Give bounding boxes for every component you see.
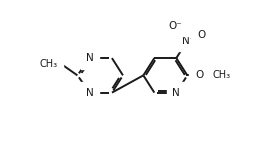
Text: CH₃: CH₃: [40, 59, 58, 69]
Text: N⁺: N⁺: [182, 36, 195, 46]
Text: N: N: [172, 88, 180, 98]
Text: O⁻: O⁻: [169, 21, 182, 31]
Text: O: O: [195, 70, 203, 80]
Text: N: N: [86, 53, 94, 63]
Text: CH₃: CH₃: [213, 70, 231, 80]
Text: N: N: [86, 88, 94, 98]
Text: O: O: [197, 30, 205, 40]
